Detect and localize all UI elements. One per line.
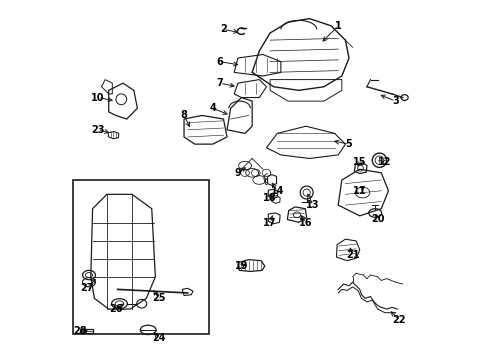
Text: 13: 13 — [306, 200, 320, 210]
Bar — [73, 180, 209, 334]
Text: 28: 28 — [73, 325, 87, 336]
Text: 7: 7 — [217, 78, 223, 88]
Text: 25: 25 — [152, 293, 166, 303]
Text: 17: 17 — [263, 218, 277, 228]
Text: 4: 4 — [209, 103, 216, 113]
Text: 11: 11 — [353, 186, 367, 196]
Text: 21: 21 — [346, 250, 359, 260]
Text: 23: 23 — [91, 125, 105, 135]
Text: 5: 5 — [345, 139, 352, 149]
Text: 16: 16 — [299, 218, 313, 228]
Text: 6: 6 — [217, 57, 223, 67]
Text: 10: 10 — [91, 93, 105, 103]
Text: 12: 12 — [378, 157, 392, 167]
Text: 18: 18 — [263, 193, 277, 203]
Text: 2: 2 — [220, 24, 227, 35]
Text: 27: 27 — [80, 283, 94, 293]
Text: 9: 9 — [234, 168, 241, 178]
Text: 20: 20 — [371, 215, 385, 224]
Text: 1: 1 — [335, 21, 342, 31]
Text: 19: 19 — [235, 261, 248, 271]
Text: 3: 3 — [392, 96, 399, 106]
Text: 8: 8 — [181, 111, 188, 121]
Text: 15: 15 — [353, 157, 367, 167]
Text: 24: 24 — [152, 333, 166, 343]
Text: 22: 22 — [392, 315, 406, 325]
Text: 14: 14 — [270, 186, 284, 196]
Text: 26: 26 — [109, 304, 122, 314]
